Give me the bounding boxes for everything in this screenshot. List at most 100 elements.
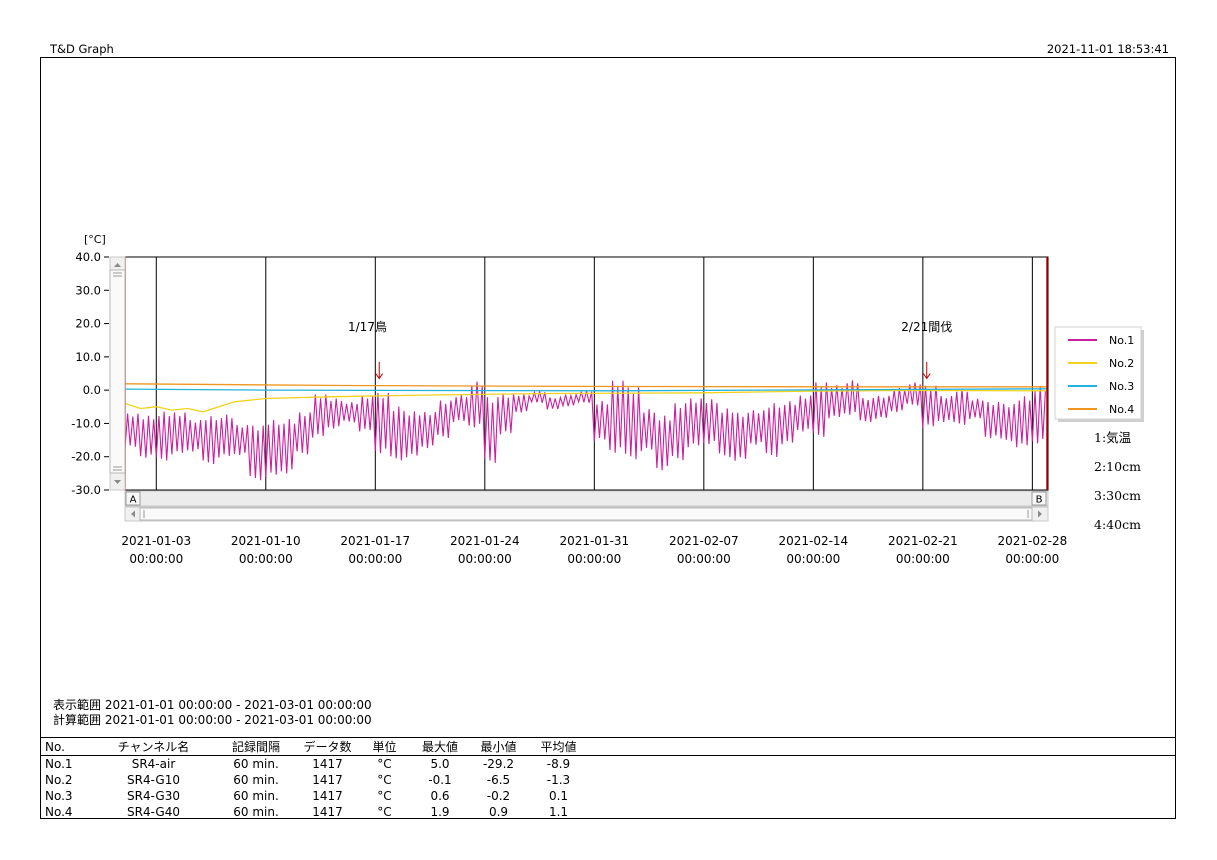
x-tick-date: 2021-02-21 <box>888 534 958 548</box>
series-line-No.1 <box>124 380 1046 481</box>
table-cell: -1.3 <box>546 773 571 787</box>
table-cell: 1417 <box>312 789 343 803</box>
x-tick-time: 00:00:00 <box>129 552 183 566</box>
table-cell: °C <box>377 789 392 803</box>
column-header: 単位 <box>372 740 397 754</box>
table-cell: No.4 <box>45 805 73 819</box>
cursor-a-handle[interactable] <box>125 491 141 506</box>
column-header: 記録間隔 <box>231 740 280 754</box>
table-cell: SR4-G40 <box>127 805 180 819</box>
table-cell: SR4-air <box>131 757 176 771</box>
stats-table: No. チャンネル名 記録間隔 データ数 単位 最大値 最小値 平均値 No.1 SR4-air… <box>41 737 1176 820</box>
table-cell: 60 min. <box>233 773 279 787</box>
table-row: No.3 SR4-G30 60 min. 1417 °C 0.6 -0.2 0.1 <box>41 788 1176 804</box>
table-cell: 0.6 <box>430 789 450 803</box>
x-tick-date: 2021-01-17 <box>340 534 410 548</box>
chart-annotation: 2/21間伐 <box>901 320 952 334</box>
table-cell: 1417 <box>312 773 343 787</box>
x-tick-time: 00:00:00 <box>567 552 621 566</box>
table-cell: -0.2 <box>486 789 511 803</box>
table-cell: 1.1 <box>548 805 569 819</box>
table-cell: °C <box>377 805 392 819</box>
table-cell: SR4-G10 <box>127 773 180 787</box>
channel-note: 3:30cm <box>1094 488 1141 503</box>
table-row: No.1 SR4-air 60 min. 1417 °C 5.0 -29.2 -8.9 <box>41 756 1176 773</box>
y-tick-label: 10.0 <box>75 350 101 364</box>
legend-label: No.2 <box>1109 357 1134 370</box>
horizontal-scrollbar[interactable] <box>124 506 1049 522</box>
table-cell: 0.9 <box>488 805 509 819</box>
scroll-right-arrow-icon[interactable] <box>1038 510 1042 518</box>
table-cell: No.1 <box>45 757 73 771</box>
vertical-scroll-thumb[interactable] <box>109 269 126 474</box>
y-tick-label: -10.0 <box>71 416 101 430</box>
column-header: データ数 <box>303 740 352 754</box>
column-header: チャンネル名 <box>117 740 190 754</box>
y-tick-label: -30.0 <box>71 483 101 497</box>
horizontal-scroll-thumb[interactable] <box>139 507 1033 521</box>
x-tick-time: 00:00:00 <box>1005 552 1059 566</box>
scroll-up-arrow-icon[interactable] <box>114 263 121 267</box>
legend-label: No.1 <box>1109 334 1134 347</box>
print-timestamp: 2021-11-01 18:53:41 <box>1046 42 1169 56</box>
channel-note: 2:10cm <box>1094 459 1141 474</box>
table-header-row: No. チャンネル名 記録間隔 データ数 単位 最大値 最小値 平均値 <box>41 737 1176 756</box>
scroll-down-arrow-icon[interactable] <box>114 480 121 484</box>
calc-range: 計算範囲 2021-01-01 00:00:00 - 2021-03-01 00… <box>53 713 372 727</box>
table-cell: °C <box>377 773 392 787</box>
x-tick-date: 2021-01-31 <box>559 534 629 548</box>
page-frame <box>40 57 1176 819</box>
annotation-arrow-icon <box>375 361 384 380</box>
column-header: 最大値 <box>421 740 458 754</box>
x-tick-date: 2021-02-07 <box>669 534 739 548</box>
cursor-bar: A B <box>124 490 1049 507</box>
y-tick-label: 20.0 <box>75 317 101 331</box>
annotation-arrow-icon <box>922 361 931 380</box>
series-line-No.2 <box>124 389 1049 413</box>
column-header: 平均値 <box>540 740 577 754</box>
y-tick-label: 30.0 <box>75 283 101 297</box>
x-tick-time: 00:00:00 <box>458 552 512 566</box>
x-tick-time: 00:00:00 <box>896 552 950 566</box>
table-cell: 60 min. <box>233 789 279 803</box>
table-cell: -8.9 <box>546 757 571 771</box>
legend: No.1 No.2 No.3 No.4 <box>1054 326 1144 422</box>
table-row: No.4 SR4-G40 60 min. 1417 °C 1.9 0.9 1.1 <box>41 804 1176 820</box>
table-cell: °C <box>377 757 392 771</box>
x-tick-time: 00:00:00 <box>348 552 402 566</box>
column-header: No. <box>45 739 65 754</box>
table-cell: SR4-G30 <box>127 789 180 803</box>
x-tick-date: 2021-01-10 <box>231 534 301 548</box>
chart-annotation: 1/17鳥 <box>348 319 387 334</box>
table-cell: 60 min. <box>233 805 279 819</box>
x-tick-time: 00:00:00 <box>786 552 840 566</box>
table-cell: -29.2 <box>482 757 515 771</box>
table-cell: -6.5 <box>486 773 511 787</box>
table-cell: 60 min. <box>233 757 279 771</box>
plot-background <box>125 257 1048 490</box>
legend-label: No.4 <box>1109 403 1134 416</box>
display-range: 表示範囲 2021-01-01 00:00:00 - 2021-03-01 00… <box>53 698 372 712</box>
cursor-a-label: A <box>130 495 137 506</box>
scroll-left-arrow-icon[interactable] <box>131 510 135 518</box>
table-row: No.2 SR4-G10 60 min. 1417 °C -0.1 -6.5 -1.3 <box>41 772 1176 788</box>
y-axis-label: [°C] <box>84 233 106 246</box>
table-cell: 5.0 <box>430 757 450 771</box>
series-line-No.3 <box>124 388 1049 392</box>
y-tick-label: 0.0 <box>83 383 101 397</box>
y-tick-label: 40.0 <box>75 250 101 264</box>
y-tick-label: -20.0 <box>71 450 101 464</box>
series-line-No.4 <box>124 383 1048 388</box>
cursor-b-handle[interactable] <box>1031 491 1047 506</box>
channel-note: 4:40cm <box>1094 517 1141 532</box>
table-cell: -0.1 <box>428 773 452 787</box>
chart: [°C] 40.030.020.010.00.0-10.0-20.0-30.0 … <box>71 233 1144 566</box>
app-title: T&D Graph <box>50 42 114 56</box>
x-tick-date: 2021-02-14 <box>778 534 848 548</box>
legend-label: No.3 <box>1109 380 1134 393</box>
table-cell: 1.9 <box>430 805 450 819</box>
vertical-scrollbar[interactable] <box>109 256 126 491</box>
x-tick-date: 2021-02-28 <box>997 534 1067 548</box>
x-tick-time: 00:00:00 <box>239 552 293 566</box>
x-tick-time: 00:00:00 <box>677 552 731 566</box>
